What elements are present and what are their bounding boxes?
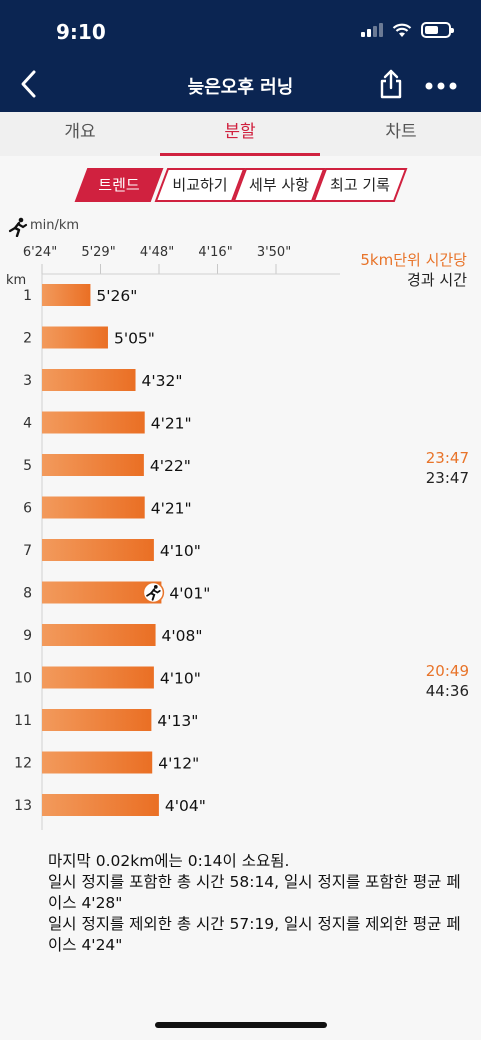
pace-bar[interactable] [42, 751, 153, 774]
pace-value-label: 4'22" [150, 457, 191, 475]
best-split-marker [142, 581, 165, 604]
category-label: 2 [23, 331, 32, 347]
segment-compare-label: 비교하기 [172, 176, 228, 194]
pace-bar[interactable] [42, 284, 91, 306]
pace-value-label: 5'26" [96, 287, 137, 305]
splits-summary: 마지막 0.02km에는 0:14이 소요됨. 일시 정지를 포함한 총 시간 … [48, 851, 468, 956]
category-label: 11 [14, 713, 32, 729]
segment-trend[interactable]: 트렌드 [74, 167, 164, 203]
pace-bar-chart: 6'24" 5'29" 4'48" 4'16" 3'50" km 1 5'26" 2 5'05"… [6, 245, 340, 830]
side-value-5km: 23:47 23:47 [426, 448, 469, 488]
status-icons [361, 22, 454, 38]
side-title-line1: 5km단위 시간당 [360, 251, 467, 269]
tab-splits[interactable]: 분할 [160, 112, 320, 156]
page-title: 늦은오후 러닝 [187, 77, 294, 98]
side-value-elapsed: 23:47 [425, 469, 469, 487]
x-tick-label: 3'50" [257, 245, 291, 260]
side-title-line2: 경과 시간 [407, 271, 467, 289]
cellular-signal-icon [361, 23, 383, 37]
pace-bar[interactable] [42, 326, 108, 349]
pace-value-label: 4'12" [158, 755, 199, 773]
category-label: 10 [14, 671, 32, 687]
more-dots-icon [425, 82, 457, 90]
share-icon [380, 69, 402, 99]
category-label: 3 [23, 373, 32, 389]
x-tick-label: 4'48" [140, 245, 174, 260]
category-label: 5 [23, 458, 32, 474]
pace-bar[interactable] [42, 624, 156, 646]
side-value-10km: 20:49 44:36 [426, 661, 469, 701]
category-label: 1 [23, 288, 32, 304]
side-value-elapsed: 44:36 [425, 682, 469, 700]
home-indicator [155, 1022, 327, 1028]
segment-best-records-shape [312, 168, 408, 202]
segment-details-label: 세부 사항 [249, 176, 309, 194]
category-label: 8 [23, 586, 32, 602]
pace-value-label: 4'13" [157, 712, 198, 730]
tab-chart[interactable]: 차트 [385, 122, 417, 142]
total-with-pause-note: 일시 정지를 포함한 총 시간 58:14, 일시 정지를 포함한 평균 페이스… [48, 873, 461, 912]
more-options-button[interactable] [424, 76, 458, 96]
pace-value-label: 4'10" [160, 670, 201, 688]
runner-icon [8, 217, 28, 237]
x-tick-label: 5'29" [81, 245, 115, 260]
back-button[interactable] [14, 66, 44, 102]
category-label: 9 [23, 628, 32, 644]
pace-bar[interactable] [42, 539, 154, 561]
category-label: 4 [23, 416, 32, 432]
side-value-split: 20:49 [425, 662, 469, 680]
pace-bar[interactable] [42, 709, 152, 731]
pace-value-label: 4'10" [160, 542, 201, 560]
chevron-left-icon [21, 70, 36, 98]
total-without-pause-note: 일시 정지를 제외한 총 시간 57:19, 일시 정지를 제외한 평균 페이스… [48, 915, 461, 954]
y-axis-label: km [6, 273, 26, 288]
pace-bar[interactable] [42, 666, 154, 689]
pace-value-label: 4'08" [162, 627, 203, 645]
status-time: 9:10 [56, 20, 106, 44]
pace-bar[interactable] [42, 454, 144, 476]
wifi-icon [392, 23, 412, 37]
pace-bar[interactable] [42, 411, 145, 434]
pace-bar[interactable] [42, 794, 159, 816]
pace-value-label: 4'01" [169, 585, 210, 603]
pace-value-label: 4'21" [151, 415, 192, 433]
segment-compare[interactable]: 비교하기 [154, 167, 246, 203]
category-label: 7 [23, 543, 32, 559]
pace-value-label: 5'05" [114, 330, 155, 348]
pace-value-label: 4'21" [151, 500, 192, 518]
pace-unit-label: min/km [30, 218, 80, 233]
side-value-split: 23:47 [425, 449, 469, 467]
x-tick-label: 6'24" [23, 245, 57, 260]
share-button[interactable] [376, 66, 406, 102]
x-tick-label: 4'16" [198, 245, 232, 260]
pace-bar[interactable] [42, 369, 136, 391]
battery-icon [421, 22, 454, 38]
category-label: 12 [14, 756, 32, 772]
segment-details[interactable]: 세부 사항 [232, 167, 326, 203]
segment-best-records-label: 최고 기록 [330, 176, 390, 194]
pace-bar[interactable] [42, 581, 162, 604]
pace-value-label: 4'32" [142, 372, 183, 390]
segment-trend-shape [74, 168, 164, 202]
pace-bar[interactable] [42, 496, 145, 519]
last-segment-note: 마지막 0.02km에는 0:14이 소요됨. [48, 852, 290, 870]
tab-bar: 개요 분할 차트 [0, 112, 481, 156]
segment-details-shape [232, 168, 326, 202]
segment-trend-label: 트렌드 [98, 176, 140, 194]
segment-compare-shape [154, 168, 246, 202]
app-header: 9:10 늦은오후 러닝 [0, 0, 481, 112]
pace-value-label: 4'04" [165, 797, 206, 815]
tab-overview[interactable]: 개요 [64, 122, 96, 142]
segment-best-records[interactable]: 최고 기록 [312, 167, 408, 203]
side-title: 5km단위 시간당 경과 시간 [360, 250, 467, 290]
category-label: 6 [23, 501, 32, 517]
best-split-runner-icon [146, 585, 161, 601]
category-label: 13 [14, 798, 32, 814]
